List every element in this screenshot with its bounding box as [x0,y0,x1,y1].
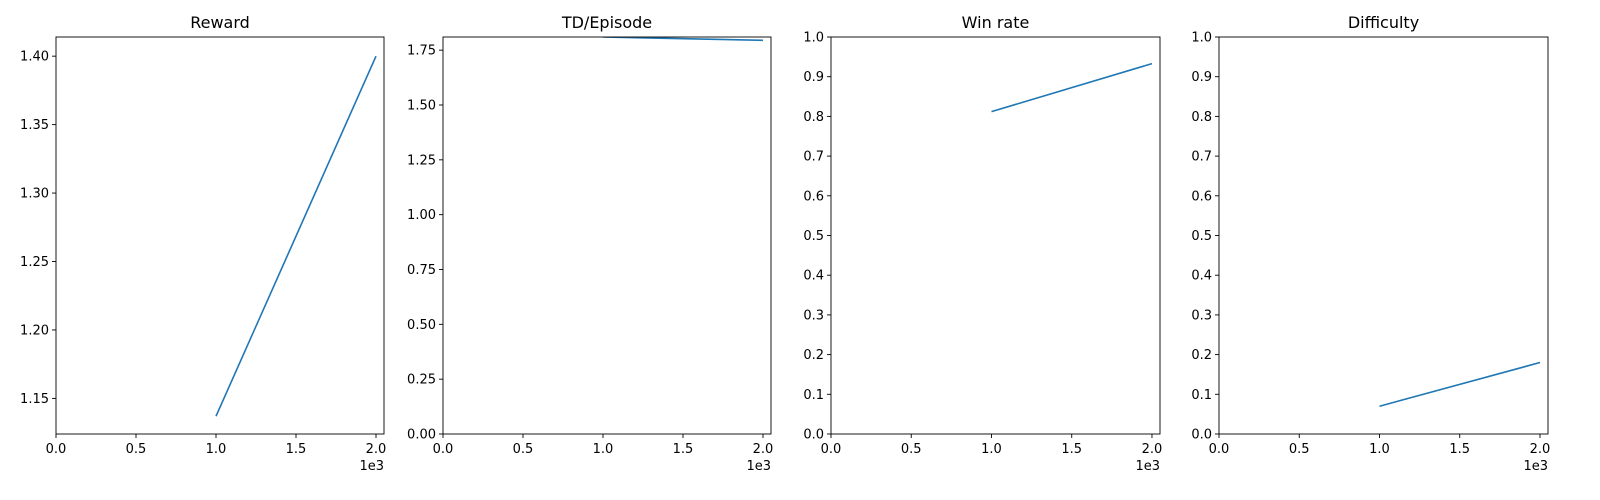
y-tick-label: 0.7 [1191,150,1212,165]
x-tick-label: 2.0 [1142,442,1163,457]
x-tick-label: 1.5 [286,442,307,457]
x-axis-offset-label: 1e3 [746,459,771,474]
y-tick-label: 0.7 [803,150,824,165]
y-tick-label: 0.9 [803,70,824,85]
series-line-4-1 [1379,361,1541,407]
y-tick-label: 0.5 [1191,229,1212,244]
y-tick-label: 1.35 [20,118,49,133]
axes-frame [55,36,385,435]
x-tick-label: 0.0 [46,442,67,457]
y-tick-label: 0.1 [1191,388,1212,403]
x-tick-label: 1.5 [673,442,694,457]
chart-title: TD/Episode [561,13,652,32]
y-tick-label: 0.0 [1191,428,1212,443]
chart-panel-4: 0.0 0.5 1.0 1.5 2.0 0.0 0.1 0.2 0.3 0.4 0.5 0.6 0.7 0… [1191,13,1550,474]
y-tick-label: 0.1 [803,388,824,403]
x-tick-label: 1.5 [1449,442,1470,457]
x-axis-offset-label: 1e3 [1523,459,1548,474]
y-tick-label: 1.40 [20,50,49,65]
chart-panel-2: 0.0 0.5 1.0 1.5 2.0 0.00 0.25 0.50 0.75 1.00 1.25 1… [407,13,773,474]
x-tick-label: 1.5 [1061,442,1082,457]
y-tick-label: 0.3 [1191,308,1212,323]
y-tick-label: 1.25 [407,153,436,168]
x-tick-label: 2.0 [366,442,387,457]
y-tick-label: 0.0 [803,428,824,443]
x-tick-label: 0.0 [433,442,454,457]
y-tick-label: 1.20 [20,323,49,338]
x-tick-label: 2.0 [1530,442,1551,457]
y-tick-label: 1.15 [20,392,49,407]
series-line-2-1 [602,37,764,42]
y-tick-label: 1.75 [407,44,436,59]
y-tick-label: 0.8 [803,110,824,125]
y-tick-label: 1.30 [20,187,49,202]
y-tick-label: 1.50 [407,98,436,113]
x-tick-label: 1.0 [1369,442,1390,457]
axes-frame [830,36,1161,435]
x-tick-label: 0.0 [1209,442,1230,457]
series-line-1-1 [215,55,377,417]
y-tick-label: 0.4 [1191,269,1212,284]
y-tick-label: 0.5 [803,229,824,244]
x-tick-label: 0.0 [821,442,842,457]
x-axis-offset-label: 1e3 [1135,459,1160,474]
chart-title: Win rate [962,13,1030,32]
x-tick-label: 0.5 [1289,442,1310,457]
x-axis-offset-label: 1e3 [359,459,384,474]
chart-panel-1: 0.0 0.5 1.0 1.5 2.0 1.15 1.20 1.25 1.30 1.35 1.40 R… [20,13,386,474]
y-tick-label: 0.2 [1191,348,1212,363]
x-tick-label: 2.0 [753,442,774,457]
y-tick-label: 0.50 [407,318,436,333]
y-tick-label: 0.6 [1191,189,1212,204]
x-tick-label: 1.0 [593,442,614,457]
y-tick-label: 0.9 [1191,70,1212,85]
x-tick-label: 0.5 [513,442,534,457]
y-tick-label: 0.6 [803,189,824,204]
x-tick-label: 0.5 [126,442,147,457]
y-tick-label: 0.4 [803,269,824,284]
y-tick-label: 0.2 [803,348,824,363]
y-tick-label: 0.25 [407,373,436,388]
chart-panel-3: 0.0 0.5 1.0 1.5 2.0 0.0 0.1 0.2 0.3 0.4 0.5 0.6 0.7 0… [803,13,1162,474]
y-tick-label: 0.00 [407,428,436,443]
x-tick-label: 1.0 [981,442,1002,457]
axes-frame [442,36,772,435]
y-tick-label: 0.8 [1191,110,1212,125]
chart-title: Difficulty [1348,13,1419,32]
series-line-3-1 [991,62,1153,113]
chart-title: Reward [190,13,250,32]
y-tick-label: 1.0 [1191,31,1212,46]
x-tick-label: 0.5 [901,442,922,457]
y-tick-label: 0.3 [803,308,824,323]
y-tick-label: 1.0 [803,31,824,46]
y-tick-label: 0.75 [407,263,436,278]
y-tick-label: 1.25 [20,255,49,270]
x-tick-label: 1.0 [206,442,227,457]
y-tick-label: 1.00 [407,208,436,223]
